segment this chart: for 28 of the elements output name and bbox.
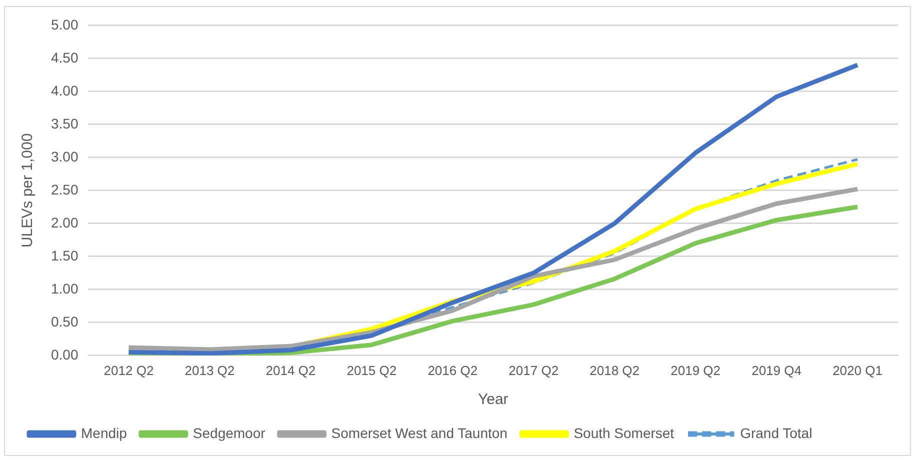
y-tick-label: 0.00 xyxy=(51,346,78,362)
x-tick-label: 2013 Q2 xyxy=(184,362,235,378)
x-tick-label: 2014 Q2 xyxy=(266,362,316,378)
y-tick-label: 3.00 xyxy=(51,148,78,164)
x-tick-label: 2016 Q2 xyxy=(428,362,478,378)
x-tick-label: 2019 Q2 xyxy=(670,362,720,378)
x-tick-label: 2017 Q2 xyxy=(508,362,559,378)
legend-label: Grand Total xyxy=(740,424,812,441)
x-tick-label: 2020 Q1 xyxy=(832,362,882,378)
legend-label: South Somerset xyxy=(574,424,674,441)
y-tick-label: 1.50 xyxy=(51,247,78,264)
y-tick-label: 5.00 xyxy=(51,16,78,32)
y-tick-label: 2.00 xyxy=(51,214,78,230)
y-tick-label: 4.00 xyxy=(51,82,78,98)
legend-label: Mendip xyxy=(81,424,128,441)
y-tick-label: 3.50 xyxy=(51,115,78,132)
legend-label: Somerset West and Taunton xyxy=(331,424,508,441)
legend-label: Sedgemoor xyxy=(192,424,266,441)
y-tick-label: 4.50 xyxy=(51,49,78,66)
x-tick-label: 2018 Q2 xyxy=(590,362,640,378)
y-tick-label: 1.00 xyxy=(51,280,78,296)
y-axis-title: ULEVs per 1,000 xyxy=(19,133,36,248)
y-tick-label: 2.50 xyxy=(51,181,78,198)
y-tick-label: 0.50 xyxy=(51,313,78,330)
x-tick-label: 2015 Q2 xyxy=(346,362,397,378)
x-axis-title: Year xyxy=(478,391,508,408)
x-tick-label: 2012 Q2 xyxy=(104,362,154,378)
x-tick-label: 2019 Q4 xyxy=(752,362,802,378)
